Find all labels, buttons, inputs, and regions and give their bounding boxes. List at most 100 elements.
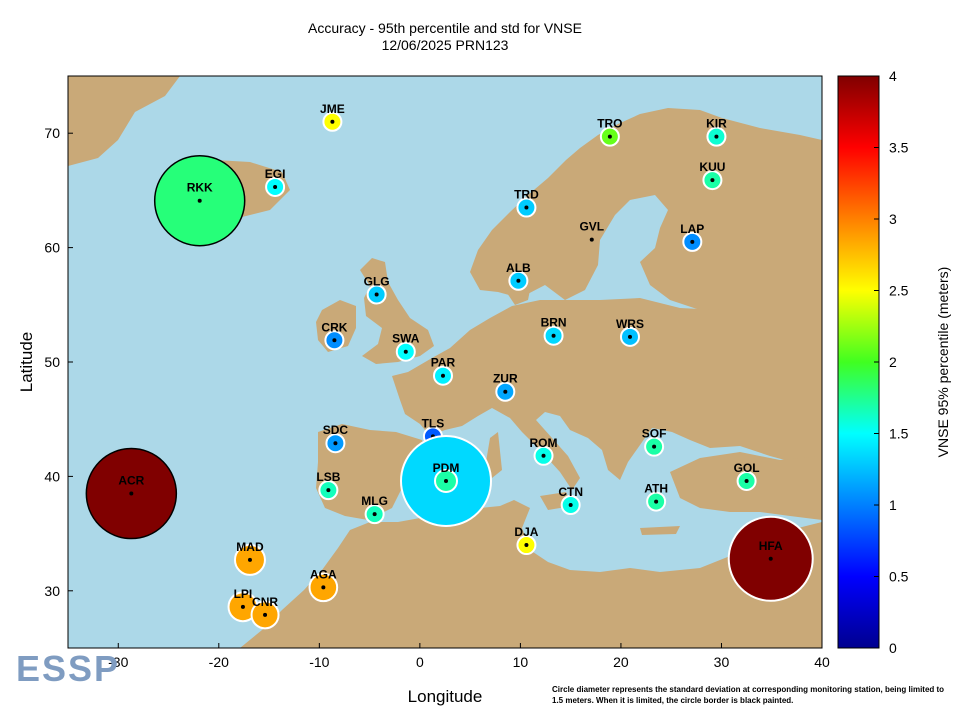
y-tick-label: 50	[44, 354, 60, 370]
station-wrs[interactable]: WRS	[616, 317, 644, 347]
station-dot	[516, 278, 521, 283]
map-area: JME TRO KIR EGI RKK KUU TRD GVL LAP ALB GLG CRK SWA B…	[68, 76, 822, 648]
station-egi[interactable]: EGI	[265, 167, 286, 197]
station-dot	[333, 441, 338, 446]
station-lpi[interactable]: LPI	[227, 587, 259, 623]
station-mad[interactable]: MAD	[233, 540, 266, 576]
station-dot	[326, 488, 331, 493]
station-hfa[interactable]: HFA	[727, 515, 814, 602]
colorbar	[837, 75, 880, 649]
colorbar-tick-label: 2	[889, 354, 897, 370]
station-dot	[403, 349, 408, 354]
station-brn[interactable]: BRN	[541, 316, 567, 346]
essp-logo: ESSP	[16, 648, 121, 689]
station-par[interactable]: PAR	[431, 356, 456, 386]
station-dja[interactable]: DJA	[514, 525, 539, 556]
station-sdc[interactable]: SDC	[323, 423, 349, 454]
station-lap[interactable]: LAP	[680, 222, 704, 252]
station-label: CTN	[558, 485, 583, 499]
station-label: SOF	[642, 427, 667, 441]
station-label: RKK	[187, 181, 213, 195]
x-tick-label: 30	[714, 654, 730, 670]
land-masses	[68, 76, 822, 648]
colorbar-tick-label: 0	[889, 640, 897, 656]
y-axis-title: Latitude	[17, 332, 36, 393]
station-label: ALB	[506, 261, 531, 275]
station-kuu[interactable]: KUU	[699, 160, 725, 191]
station-tro[interactable]: TRO	[597, 117, 623, 147]
x-axis: -30 -20 -10 0 10 20 30 40	[108, 643, 830, 670]
station-label: ZUR	[493, 372, 518, 386]
station-glg[interactable]: GLG	[364, 275, 390, 305]
station-swa[interactable]: SWA	[392, 332, 420, 362]
station-alb[interactable]: ALB	[506, 261, 531, 291]
station-label: KUU	[699, 160, 725, 174]
station-label: ROM	[530, 436, 558, 450]
colorbar-ticks: 0 0.5 1 1.5 2 2.5 3 3.5 4	[874, 68, 909, 656]
station-label: BRN	[541, 316, 567, 330]
colorbar-title: VNSE 95% percentile (meters)	[935, 267, 951, 458]
station-label: MLG	[361, 494, 388, 508]
x-tick-label: -30	[108, 654, 128, 670]
station-sof[interactable]: SOF	[642, 427, 667, 457]
station-dot	[247, 557, 252, 562]
land-north-africa	[240, 500, 822, 648]
x-tick-label: 10	[513, 654, 529, 670]
station-label: LPI	[234, 587, 253, 601]
y-tick-label: 70	[44, 125, 60, 141]
station-label: PDM	[433, 461, 460, 475]
colorbar-tick-label: 0.5	[889, 569, 909, 585]
station-label: LSB	[316, 470, 340, 484]
station-aga[interactable]: AGA	[308, 567, 339, 603]
x-tick-label: 20	[613, 654, 629, 670]
station-trd[interactable]: TRD	[514, 188, 539, 218]
station-dot	[197, 198, 202, 203]
station-label: TLS	[422, 416, 445, 430]
station-label: SWA	[392, 332, 420, 346]
station-gvl[interactable]: GVL	[579, 220, 604, 242]
station-cnr[interactable]: CNR	[250, 595, 280, 630]
colorbar-tick-label: 3.5	[889, 140, 909, 156]
station-dot	[710, 178, 715, 183]
chart-subtitle: 12/06/2025 PRN123	[381, 37, 509, 53]
chart-title: Accuracy - 95th percentile and std for V…	[308, 20, 582, 36]
station-zur[interactable]: ZUR	[493, 372, 518, 402]
colorbar-tick-label: 1	[889, 497, 897, 513]
station-acr[interactable]: ACR	[85, 447, 178, 540]
land-continental-europe	[392, 298, 822, 490]
station-label: GOL	[734, 461, 760, 475]
station-pdm[interactable]: PDM	[400, 434, 493, 527]
station-rkk[interactable]: RKK	[153, 154, 246, 247]
station-lsb[interactable]: LSB	[316, 470, 341, 501]
station-dot	[332, 338, 337, 343]
station-label: SDC	[323, 423, 349, 437]
station-label: KIR	[706, 117, 727, 131]
station-dot	[551, 333, 556, 338]
station-dot	[372, 512, 377, 517]
station-label: CNR	[252, 595, 278, 609]
station-label: EGI	[265, 167, 286, 181]
station-dot	[374, 292, 379, 297]
station-label: WRS	[616, 317, 644, 331]
station-label: ATH	[644, 482, 668, 496]
y-tick-label: 30	[44, 583, 60, 599]
station-ath[interactable]: ATH	[644, 482, 668, 512]
station-crk[interactable]: CRK	[321, 320, 348, 351]
station-kir[interactable]: KIR	[706, 117, 727, 147]
station-dot	[652, 444, 657, 449]
station-jme[interactable]: JME	[320, 102, 345, 132]
x-tick-label: -10	[309, 654, 329, 670]
colorbar-tick-label: 4	[889, 68, 897, 84]
station-dot	[568, 503, 573, 507]
station-label: HFA	[759, 539, 783, 553]
station-label: ACR	[118, 474, 144, 488]
stations-layer: JME TRO KIR EGI RKK KUU TRD GVL LAP ALB GLG CRK SWA B…	[85, 102, 814, 630]
station-dot	[627, 334, 632, 339]
station-rom[interactable]: ROM	[530, 436, 558, 466]
colorbar-tick-label: 3	[889, 211, 897, 227]
station-mlg[interactable]: MLG	[361, 494, 388, 525]
station-ctn[interactable]: CTN	[558, 485, 583, 515]
station-gol[interactable]: GOL	[734, 461, 760, 491]
station-label: DJA	[514, 525, 538, 539]
station-dot	[690, 239, 695, 244]
